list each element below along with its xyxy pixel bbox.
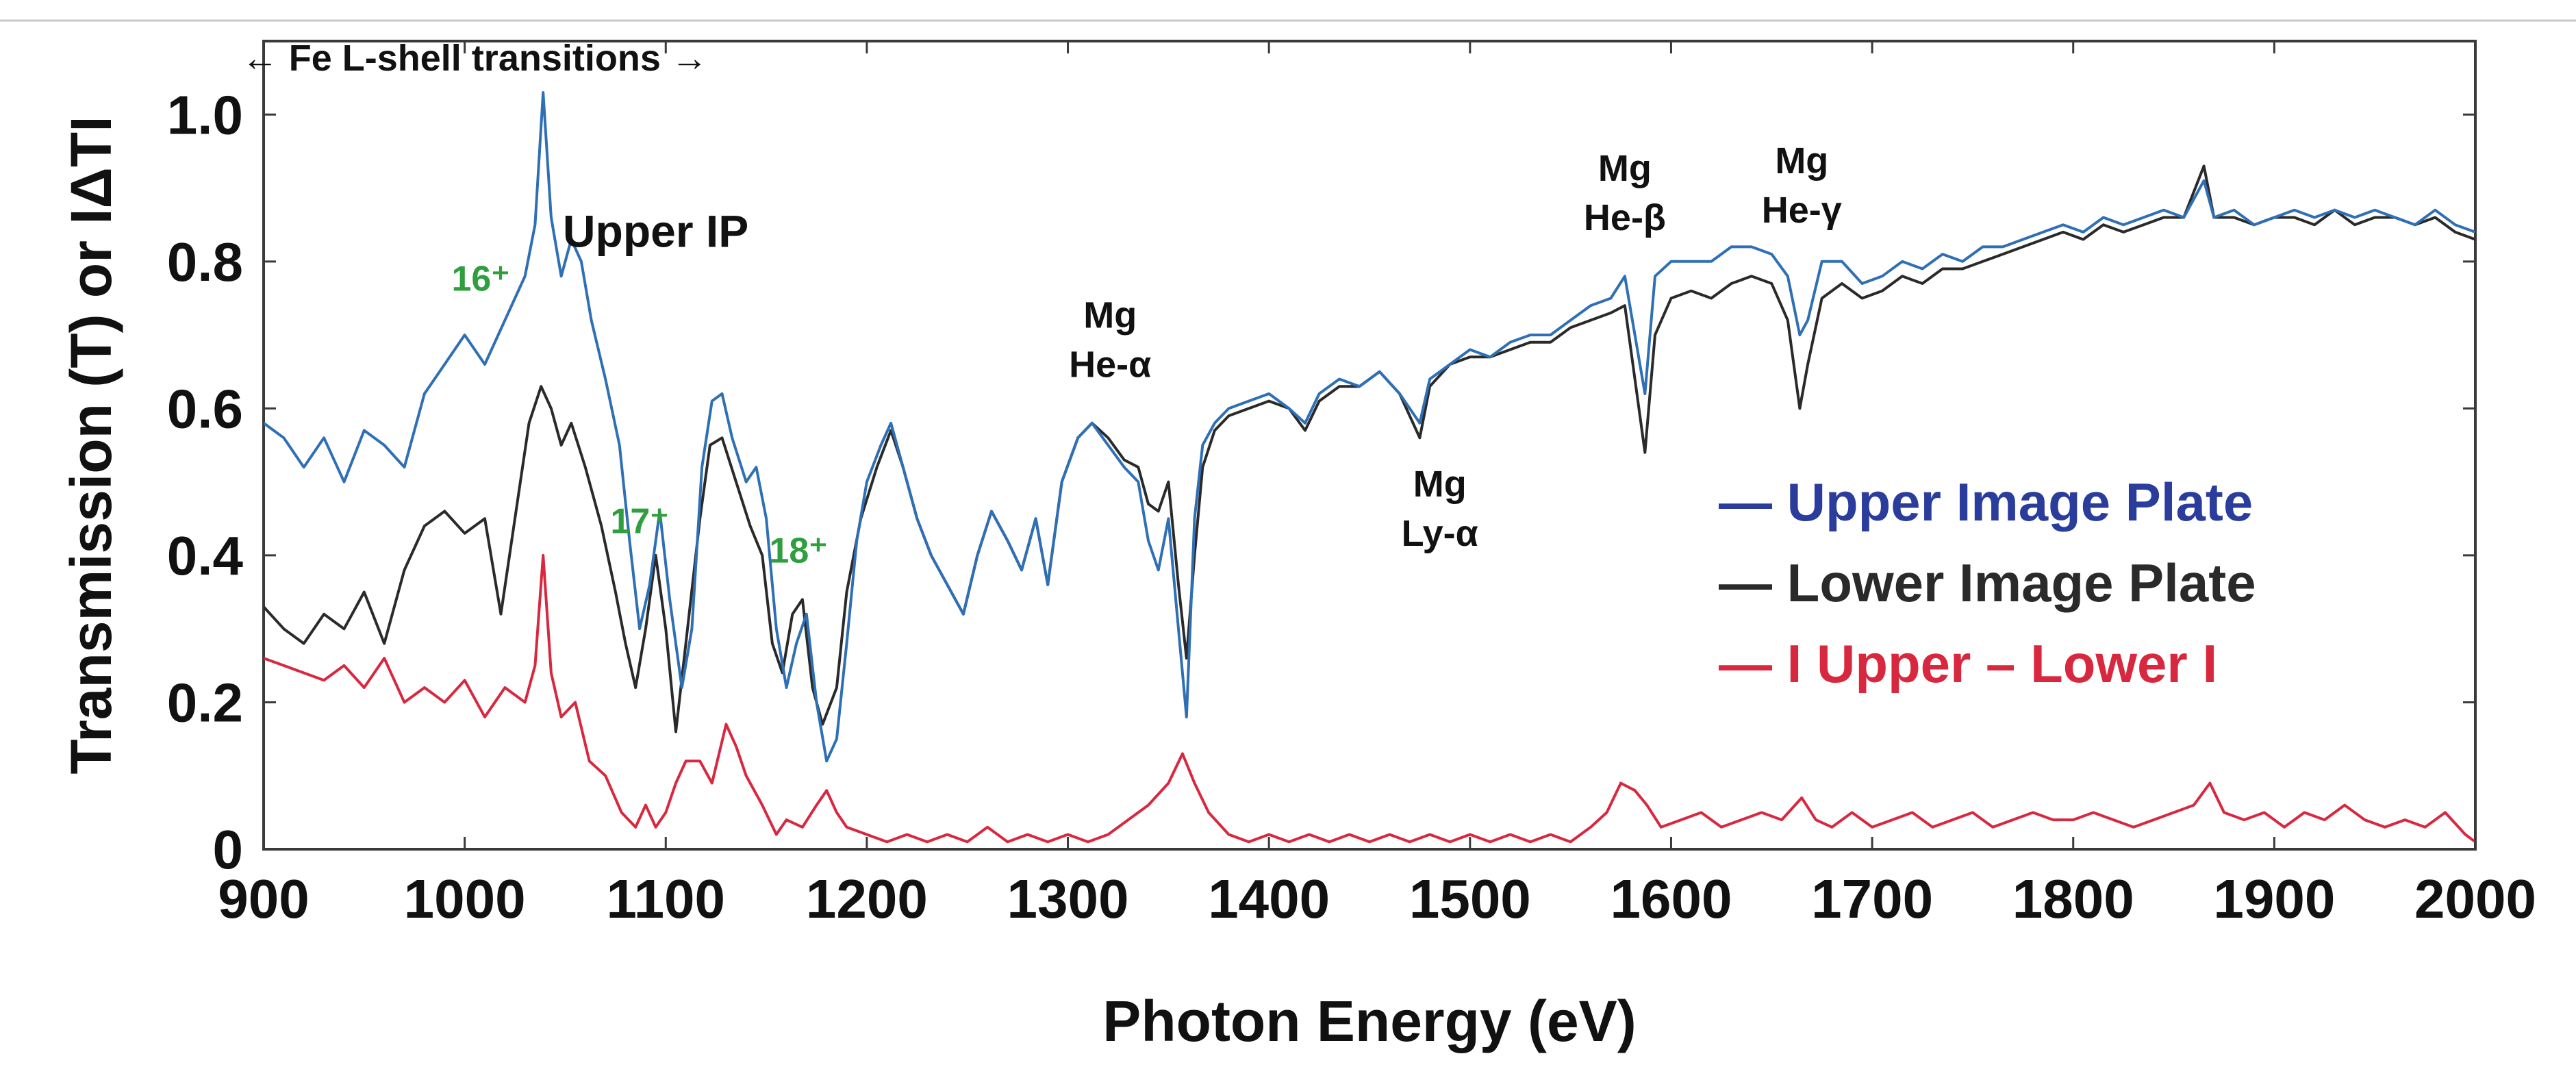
annotation-ion-16: 16⁺ [451,260,509,299]
annotation-layer: ← Fe L-shell transitions → Upper IP 16⁺ 17⁺… [242,38,1842,571]
legend-entry-lower: — Lower Image Plate [1719,553,2256,613]
ticks-layer: 900 1000 1100 1200 1300 1400 1500 1600 1700 1800 1… [167,41,2536,929]
legend-box [1705,449,2438,709]
annotation-upper-ip: Upper IP [563,205,748,256]
annotation-mg-he-alpha: Mg He-α [1069,294,1151,385]
series-line-lower-image-plate [264,164,2475,733]
annotation-mg-he-beta: Mg He-β [1584,148,1666,238]
y-tick-label: 0 [213,819,244,880]
x-axis-title: Photon Energy (eV) [1102,989,1636,1053]
series-line-i-upper-lower-i [264,553,2475,844]
x-tick-label: 1100 [606,868,725,929]
x-tick-label: 1000 [404,868,526,929]
annotation-mg-he-gamma: Mg He-γ [1762,140,1842,231]
y-axis-title: Transmission (T) or IΔTI [59,116,123,774]
x-tick-label: 2000 [2414,868,2536,929]
annotation-ion-17: 17⁺ [610,502,668,542]
legend-entry-difference: — I Upper – Lower I [1719,633,2217,694]
plot-frame [262,40,2477,851]
x-tick-label: 1700 [1811,868,1933,929]
legend: — Upper Image Plate — Lower Image Plate … [1705,449,2438,709]
x-tick-label: 1200 [806,868,928,929]
legend-entry-upper: — Upper Image Plate [1719,472,2253,532]
y-tick-label: 0.8 [167,231,243,292]
y-tick-label: 0.4 [167,525,244,586]
y-tick-label: 1.0 [167,84,243,145]
y-tick-label: 0.2 [167,672,243,733]
annotation-fe-l-shell: ← Fe L-shell transitions → [242,38,708,79]
x-tick-label: 1300 [1007,868,1129,929]
x-tick-label: 1900 [2213,868,2335,929]
annotation-ion-18: 18⁺ [769,531,827,571]
annotation-mg-ly-alpha: Mg Ly-α [1402,464,1478,554]
x-tick-label: 1500 [1409,868,1531,929]
x-tick-label: 1800 [2012,868,2134,929]
series-layer [264,91,2475,844]
x-tick-label: 1600 [1610,868,1732,929]
series-line-upper-image-plate [264,91,2475,763]
x-tick-label: 1400 [1208,868,1330,929]
y-tick-label: 0.6 [167,378,243,439]
x-tick-label: 900 [218,868,309,929]
